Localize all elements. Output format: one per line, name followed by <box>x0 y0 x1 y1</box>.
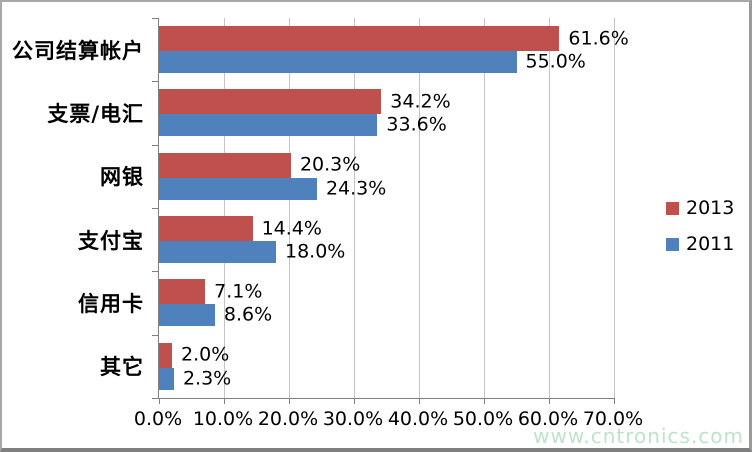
y-axis-tick <box>152 208 159 209</box>
watermark: www.cntronics.com <box>533 424 744 448</box>
data-label-2013: 7.1% <box>214 280 263 303</box>
x-axis-tick <box>289 398 290 404</box>
data-label-2011: 8.6% <box>223 303 273 326</box>
chart-row: 2.0% 2.3% <box>159 335 614 398</box>
gridline <box>354 18 355 398</box>
data-label-2011: 2.3% <box>182 367 232 390</box>
bar-2013: 34.2% <box>159 89 451 115</box>
x-axis-tick <box>419 398 420 404</box>
x-axis-tick-label: 60.0% <box>517 408 579 430</box>
data-label-2013: 34.2% <box>390 90 451 113</box>
legend-item-2011: 2011 <box>666 235 734 254</box>
category-label: 网银 <box>100 165 144 190</box>
x-axis-tick-label: 0.0% <box>133 408 183 430</box>
bar-rows: 61.6% 55.0% 34.2% 33.6% 20.3% 24.3% 14.4% 18.0%… <box>159 18 629 398</box>
legend-swatch-2011 <box>666 238 679 251</box>
bar-2013: 7.1% <box>159 279 262 305</box>
bar-2011: 8.6% <box>159 304 272 327</box>
bar-2011: 2.3% <box>159 367 231 390</box>
x-axis-tick-label: 20.0% <box>257 408 319 430</box>
bar-2011: 24.3% <box>159 177 386 200</box>
y-axis-tick <box>152 18 159 19</box>
category-label: 支票/电汇 <box>47 101 144 126</box>
data-label-2013: 14.4% <box>261 217 322 240</box>
chart-row: 20.3% 24.3% <box>159 145 614 208</box>
y-axis-tick <box>152 271 159 273</box>
category-label: 信用卡 <box>78 291 144 316</box>
plot-area: 61.6% 55.0% 34.2% 33.6% 20.3% 24.3% 14.4% 18.0%… <box>152 18 629 404</box>
data-label-2013: 20.3% <box>299 153 361 176</box>
chart-row: 7.1% 8.6% <box>159 271 614 334</box>
data-label-2011: 33.6% <box>386 113 447 136</box>
gridline <box>419 18 420 398</box>
bar-2013: 14.4% <box>159 216 322 242</box>
x-axis-tick <box>484 398 485 404</box>
bar-2013: 61.6% <box>159 26 629 52</box>
data-label-2013: 2.0% <box>180 343 230 366</box>
bar-2011: 18.0% <box>159 241 345 264</box>
chart-row: 14.4% 18.0% <box>159 208 614 271</box>
category-label: 公司结算帐户 <box>12 38 144 63</box>
chart-row: 34.2% 33.6% <box>159 81 614 144</box>
legend-label: 2013 <box>686 197 735 219</box>
y-axis-tick <box>152 334 159 336</box>
data-label-2011: 18.0% <box>285 240 346 263</box>
x-axis-tick <box>614 398 615 404</box>
gridline <box>549 18 550 398</box>
x-axis-tick <box>549 398 550 404</box>
data-label-2013: 61.6% <box>568 27 629 50</box>
bar-2013: 2.0% <box>159 342 229 368</box>
category-axis-labels: 公司结算帐户支票/电汇网银支付宝信用卡其它 <box>2 18 144 398</box>
y-axis-tick <box>152 81 159 83</box>
bar-2011: 33.6% <box>159 114 447 137</box>
legend-label: 2011 <box>686 233 735 255</box>
category-label: 其它 <box>100 355 144 380</box>
bar-2011: 55.0% <box>159 51 586 74</box>
data-label-2011: 24.3% <box>325 177 387 200</box>
x-axis-tick <box>224 398 225 404</box>
y-axis-tick <box>152 144 159 146</box>
x-axis-tick <box>354 398 355 404</box>
gridline <box>289 18 290 398</box>
chart-row: 61.6% 55.0% <box>159 18 629 81</box>
x-axis-tick-label: 40.0% <box>387 408 449 430</box>
gridline <box>614 18 615 398</box>
legend: 2013 2011 <box>666 199 734 271</box>
gridline <box>224 18 225 398</box>
legend-item-2013: 2013 <box>666 199 734 218</box>
gridline <box>484 18 485 398</box>
x-axis-tick-label: 30.0% <box>322 408 384 430</box>
data-label-2011: 55.0% <box>525 50 586 73</box>
bar-2013: 20.3% <box>159 152 360 178</box>
y-axis-tick <box>152 398 159 399</box>
category-label: 支付宝 <box>78 228 144 253</box>
x-axis-tick-label: 10.0% <box>192 408 254 430</box>
x-axis-tick-label: 50.0% <box>452 408 514 430</box>
x-axis-tick-label: 70.0% <box>582 408 644 430</box>
legend-swatch-2013 <box>666 202 679 215</box>
x-axis-tick <box>159 398 160 404</box>
